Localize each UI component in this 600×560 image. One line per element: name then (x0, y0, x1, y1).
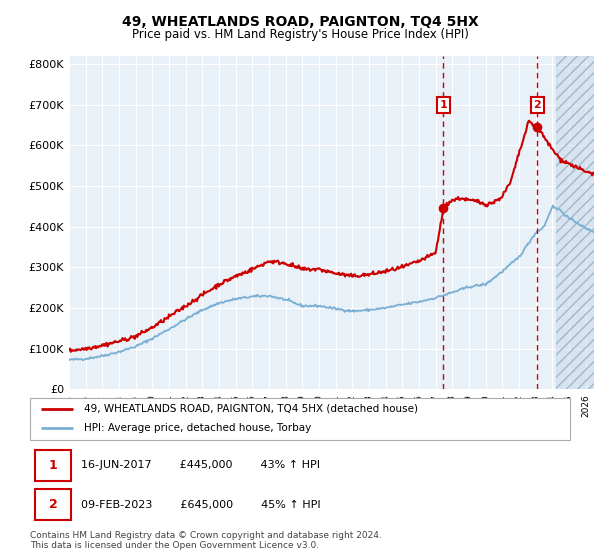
Text: 49, WHEATLANDS ROAD, PAIGNTON, TQ4 5HX (detached house): 49, WHEATLANDS ROAD, PAIGNTON, TQ4 5HX (… (84, 404, 418, 414)
FancyBboxPatch shape (35, 450, 71, 480)
FancyBboxPatch shape (35, 489, 71, 520)
Text: 09-FEB-2023        £645,000        45% ↑ HPI: 09-FEB-2023 £645,000 45% ↑ HPI (82, 500, 321, 510)
Text: Contains HM Land Registry data © Crown copyright and database right 2024.
This d: Contains HM Land Registry data © Crown c… (30, 531, 382, 550)
Text: 1: 1 (49, 459, 58, 472)
Text: 49, WHEATLANDS ROAD, PAIGNTON, TQ4 5HX: 49, WHEATLANDS ROAD, PAIGNTON, TQ4 5HX (122, 15, 478, 29)
Text: 2: 2 (49, 498, 58, 511)
Bar (556, 56, 594, 389)
Text: Price paid vs. HM Land Registry's House Price Index (HPI): Price paid vs. HM Land Registry's House … (131, 28, 469, 41)
Text: 1: 1 (439, 100, 447, 110)
Bar (556, 56, 594, 389)
Text: 2: 2 (533, 100, 541, 110)
Text: HPI: Average price, detached house, Torbay: HPI: Average price, detached house, Torb… (84, 423, 311, 433)
Text: 16-JUN-2017        £445,000        43% ↑ HPI: 16-JUN-2017 £445,000 43% ↑ HPI (82, 460, 320, 470)
